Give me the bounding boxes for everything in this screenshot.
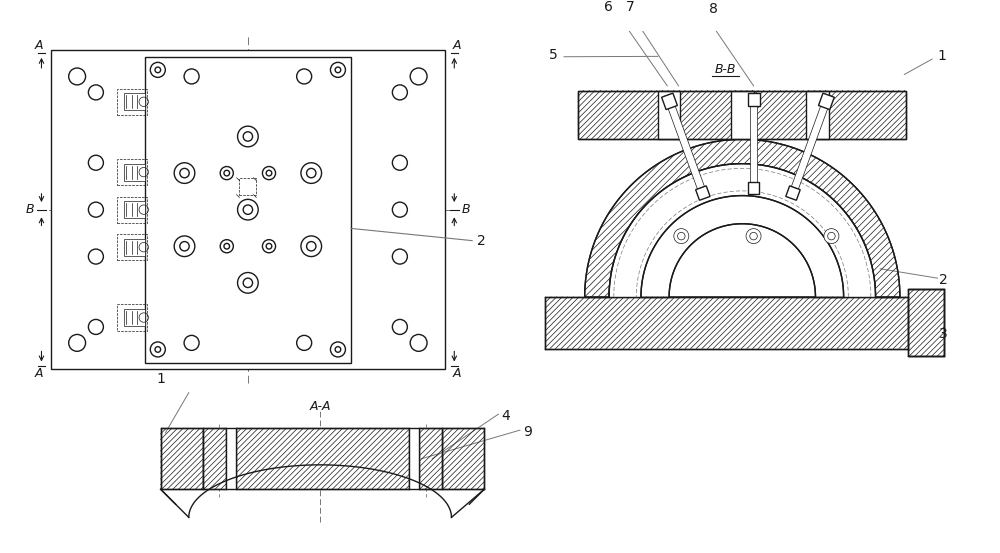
Circle shape [330,62,345,77]
Text: 1: 1 [156,372,165,386]
Bar [124,239,145,255]
Polygon shape [786,186,800,200]
Bar [578,91,906,139]
Text: A: A [453,367,461,380]
Circle shape [262,166,276,180]
Polygon shape [662,93,677,109]
Polygon shape [609,164,876,297]
Bar [117,304,147,331]
Bar [908,289,944,356]
Circle shape [746,228,761,244]
Polygon shape [791,94,832,189]
Text: 8: 8 [709,2,718,17]
Polygon shape [669,224,815,297]
Text: 6: 6 [604,0,613,14]
Circle shape [824,228,839,244]
Text: B-B: B-B [715,64,736,76]
Bar [117,234,147,260]
Text: 1: 1 [937,49,946,63]
Bar [908,289,944,356]
Bar [226,428,236,489]
Bar [124,309,145,326]
Bar [117,159,147,185]
Bar [578,91,906,139]
Bar [117,196,147,223]
Bar [658,91,680,139]
Bar [124,201,145,218]
Text: 3: 3 [939,327,948,341]
Bar [203,428,226,489]
Circle shape [674,228,689,244]
Bar [442,428,484,489]
Text: 4: 4 [501,409,510,423]
Circle shape [238,199,258,220]
Bar [117,88,147,115]
Text: 9: 9 [523,425,532,439]
Circle shape [150,342,165,357]
Circle shape [238,273,258,293]
Text: 2: 2 [939,273,948,287]
Bar [236,428,409,489]
Polygon shape [664,94,704,189]
Bar [806,91,829,139]
Text: A-A: A-A [309,400,331,413]
Polygon shape [818,93,834,109]
Bar [239,178,256,195]
Text: 5: 5 [549,48,557,62]
Circle shape [174,163,195,184]
Bar [124,164,145,181]
Circle shape [238,126,258,147]
Bar [161,428,203,489]
Bar [51,50,445,369]
Text: 7: 7 [626,0,635,14]
Bar [419,428,442,489]
Polygon shape [748,182,759,194]
Bar [124,93,145,110]
Circle shape [301,236,322,257]
Bar [545,297,911,348]
Text: B: B [462,203,470,216]
Polygon shape [585,139,900,297]
Circle shape [301,163,322,184]
Text: A: A [34,39,43,52]
Circle shape [150,62,165,77]
Text: B: B [25,203,34,216]
Bar [145,57,351,363]
Polygon shape [696,186,710,200]
Text: A: A [453,39,461,52]
Circle shape [174,236,195,257]
Circle shape [220,166,233,180]
Bar [731,91,754,139]
Text: 2: 2 [477,233,486,248]
Circle shape [330,342,345,357]
Bar [409,428,419,489]
Circle shape [220,239,233,253]
Circle shape [262,239,276,253]
Text: A: A [34,367,43,380]
Polygon shape [748,93,760,107]
Polygon shape [750,93,757,182]
